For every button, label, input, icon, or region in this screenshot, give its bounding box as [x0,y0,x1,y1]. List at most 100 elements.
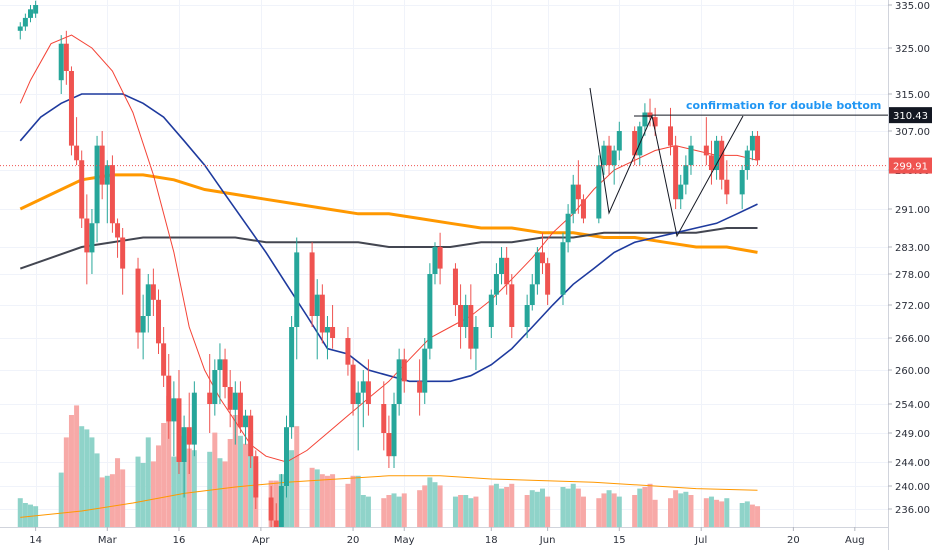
candle-body [33,5,39,14]
volume-bar [749,504,755,527]
volume-moving-average-line [20,475,758,518]
candle [739,165,745,209]
candle-body [278,486,284,544]
candle [422,338,428,404]
candle-body [504,257,510,285]
volume-bar [145,437,151,527]
price-tick-label: 240.00 [895,482,930,493]
candle [391,392,397,468]
candle [309,242,315,327]
price-tick-label: 307.00 [895,127,930,138]
volume-bar [714,499,720,527]
volume-bar [493,483,499,527]
candle-body [176,398,182,462]
candle [294,237,300,360]
plot-background [0,0,888,527]
candle-body [355,392,361,404]
candle [396,348,402,416]
price-tick-label: 254.00 [895,400,930,411]
candle-body [703,145,709,156]
candle-body [432,247,438,274]
candle [401,348,407,393]
pattern-drawings[interactable] [589,87,744,238]
candle-body [166,375,172,422]
volume-bar [708,496,714,527]
volume-bar [683,491,689,527]
time-axis[interactable]: 14 Mar 16 Apr 20 May 18 Jun 15 Jul 20 Aug [29,527,865,546]
candle [668,107,673,156]
level-price-value: 310.43 [893,111,928,122]
candle-body [668,126,673,146]
candle [703,117,709,166]
candle [575,160,581,214]
volume-bar [652,499,658,527]
volume-bar [207,451,213,527]
candle [417,359,423,416]
volume-bar [524,495,530,527]
candle [432,242,438,285]
candle-body [570,184,576,214]
candle [360,370,366,428]
candle [89,209,95,274]
candle-body [458,305,464,327]
candle [534,247,540,295]
volume-bar [642,487,648,527]
candle [161,327,167,387]
volume-bar [309,467,315,527]
volume-bar [284,472,289,527]
candle-body [350,364,356,404]
volume-bar [324,475,330,527]
volume-bar [560,487,566,527]
volume-bar [84,429,90,527]
candle-body [309,252,315,316]
volume-bar [570,483,576,527]
candle [427,263,433,360]
volume-bar [724,498,730,527]
candle-body [156,299,161,344]
volume-bar [647,483,653,527]
candle [529,274,535,311]
candle-body [253,456,259,498]
candle-body [708,155,714,170]
candle [171,381,177,457]
volume-bar [678,493,684,527]
volume-bar [468,498,474,527]
volume-bar [529,490,535,527]
volume-bar [488,485,494,527]
volume-bar [391,493,397,527]
candle-body [84,218,90,253]
candle [580,194,586,224]
candle [33,0,39,18]
candle [458,284,464,349]
candle-body [319,294,325,333]
candle-body [606,145,612,166]
candle [68,66,74,156]
candle [79,150,85,228]
candle-body [739,170,745,195]
candle [724,160,730,205]
candle-body [345,338,351,365]
candle-body [417,381,423,393]
candle-body [115,223,121,238]
candle-body [673,145,679,200]
candle [596,155,602,224]
volume-bar [417,490,423,527]
volume-bar [109,474,115,527]
price-tick-label: 291.00 [895,205,930,216]
candle [365,359,371,416]
candle-body [652,117,658,127]
candle [248,409,254,468]
candle-body [427,274,433,349]
candle-body [191,392,197,445]
time-tick-label: 14 [29,535,42,546]
candle [565,204,571,253]
volume-bar [161,423,167,527]
volume-bar [509,483,515,527]
candle [714,135,720,180]
candle [28,5,33,23]
volume-bar [22,503,28,527]
candle [473,316,479,370]
candle-body [580,199,586,219]
candle-body [524,305,530,327]
